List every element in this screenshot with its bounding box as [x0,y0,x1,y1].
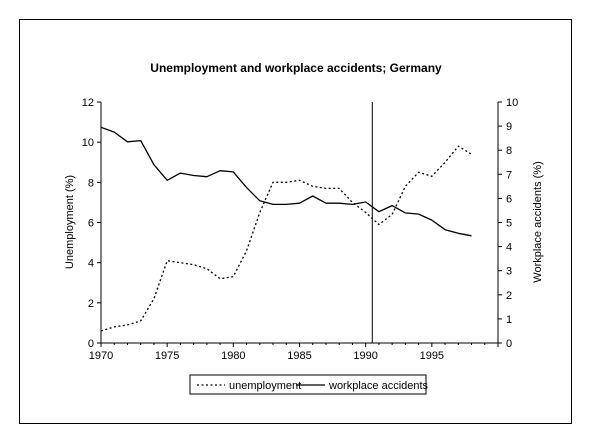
x-tick-label: 1970 [89,350,113,362]
y-tick-left-label: 10 [82,137,94,149]
chart-frame: Unemployment and workplace accidents; Ge… [19,19,572,424]
y-tick-right-label: 4 [506,242,512,254]
y-tick-left-label: 4 [88,258,94,270]
x-ticks: 1970 1975 1980 1985 1990 1995 [89,343,499,362]
y-ticks-left: 0 2 4 6 8 10 12 [82,97,101,350]
series-line-unemployment [100,145,472,332]
y-tick-right-label: 7 [506,169,512,181]
series-line-workplace-accidents [100,126,472,237]
chart-title: Unemployment and workplace accidents; Ge… [150,61,442,75]
y-tick-left-label: 6 [88,218,94,230]
series-layer [100,126,472,332]
y-tick-right-label: 2 [506,290,512,302]
x-tick-label: 1980 [221,350,245,362]
x-tick-label: 1985 [287,350,311,362]
y-tick-right-label: 8 [506,145,512,157]
y-axis-left-label: Unemployment (%) [64,175,76,269]
x-tick-label: 1975 [155,350,179,362]
y-tick-left-label: 12 [82,97,94,109]
y-tick-right-label: 1 [506,314,512,326]
legend-label-unemployment: unemployment [229,380,301,392]
legend: unemployment workplace accidents [189,374,429,395]
y-tick-right-label: 6 [506,193,512,205]
y-tick-left-label: 8 [88,177,94,189]
y-tick-left-label: 0 [88,338,94,350]
y-tick-left-label: 2 [88,298,94,310]
x-tick-label: 1995 [420,350,444,362]
y-tick-right-label: 9 [506,121,512,133]
y-tick-right-label: 5 [506,218,512,230]
y-axis-right-label: Workplace accidents (%) [532,161,544,282]
y-tick-right-label: 0 [506,338,512,350]
axes [100,102,499,344]
x-tick-label: 1990 [353,350,377,362]
y-tick-right-label: 3 [506,266,512,278]
y-tick-right-label: 10 [506,97,518,109]
y-ticks-right: 0 1 2 3 4 5 6 7 8 9 10 [498,97,518,350]
chart-svg: Unemployment and workplace accidents; Ge… [64,61,544,395]
legend-label-workplace-accidents: workplace accidents [328,380,429,392]
